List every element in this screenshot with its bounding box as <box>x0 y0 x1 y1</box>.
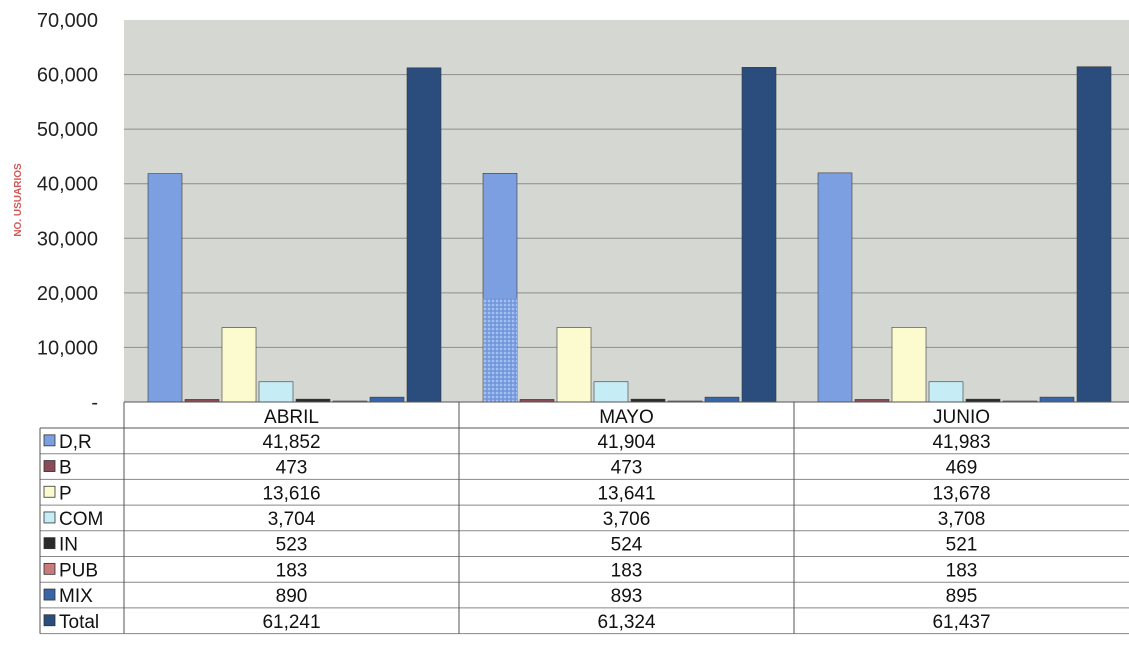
bar-com-junio <box>928 381 964 403</box>
legend-swatch <box>43 460 56 472</box>
data-label: 3,708 <box>938 509 986 530</box>
bar-com-abril <box>258 381 294 403</box>
bar-com-mayo <box>593 381 629 403</box>
data-label: 3,706 <box>603 509 651 530</box>
bar-mix-mayo <box>704 396 740 403</box>
bar-dr-junio <box>817 172 853 403</box>
data-label: 61,241 <box>262 612 320 633</box>
data-label: 893 <box>611 586 643 607</box>
bar-total-mayo <box>741 67 777 403</box>
category-label-abril: ABRIL <box>264 407 319 428</box>
data-label: 183 <box>611 560 643 581</box>
category-label-junio: JUNIO <box>933 407 990 428</box>
data-label: 473 <box>611 458 643 479</box>
legend-swatch <box>43 511 56 524</box>
data-label: 61,437 <box>932 612 990 633</box>
data-label: 890 <box>276 586 308 607</box>
plot-area <box>124 20 1129 402</box>
y-tick-label: 60,000 <box>37 65 98 87</box>
bar-p-abril <box>221 327 257 403</box>
legend-label: Total <box>59 612 99 633</box>
gridlines <box>124 74 1129 348</box>
data-label: 61,324 <box>597 612 656 633</box>
data-label: 41,904 <box>597 432 656 453</box>
y-tick-label: 70,000 <box>37 10 98 32</box>
data-label: 183 <box>276 560 308 581</box>
y-axis-ticks: - 10,000 20,000 30,000 40,000 50,000 60,000 70,… <box>37 10 98 414</box>
data-label: 523 <box>276 535 308 556</box>
y-tick-label: 50,000 <box>37 119 98 141</box>
y-tick-label: 30,000 <box>37 228 98 250</box>
data-label: 13,616 <box>262 483 320 504</box>
bar-total-junio <box>1076 66 1112 403</box>
bar-mix-junio <box>1039 396 1075 403</box>
y-tick-label: 20,000 <box>37 283 98 305</box>
bar-total-abril <box>406 67 442 403</box>
bar-p-junio <box>891 327 927 403</box>
data-label: 524 <box>611 535 643 556</box>
bar-dr-abril <box>147 173 183 403</box>
data-label: 13,641 <box>597 483 655 504</box>
y-tick-label: 10,000 <box>37 337 98 359</box>
data-label: 183 <box>946 560 978 581</box>
legend-swatch <box>43 562 56 575</box>
data-label: 13,678 <box>932 483 990 504</box>
data-label: 41,983 <box>932 432 990 453</box>
bar-texture <box>483 298 517 402</box>
legend-label: PUB <box>59 560 98 581</box>
data-label: 473 <box>276 458 308 479</box>
legend-swatch <box>43 614 56 627</box>
bar-mix-abril <box>369 396 405 403</box>
legend-label: P <box>59 483 72 504</box>
data-label: 521 <box>946 535 978 556</box>
category-label-mayo: MAYO <box>599 407 654 428</box>
legend-label: COM <box>59 509 103 530</box>
data-label: 3,704 <box>268 509 316 530</box>
data-table: ABRIL MAYO JUNIO D,R 41,852 41,904 41,983 B 473 4… <box>39 401 1129 635</box>
data-label: 41,852 <box>262 432 320 453</box>
y-axis-label: NO. USUARIOS <box>13 163 24 237</box>
legend-swatch <box>43 537 56 550</box>
data-label: 469 <box>946 458 978 479</box>
legend-swatch <box>43 588 56 601</box>
legend-swatch <box>43 434 56 447</box>
legend-label: MIX <box>59 586 93 607</box>
y-tick-label: 40,000 <box>37 174 98 196</box>
bars <box>147 66 1112 403</box>
legend-swatch <box>43 485 56 498</box>
legend-label: IN <box>59 535 78 556</box>
data-label: 895 <box>946 586 978 607</box>
y-tick-label: - <box>91 392 98 414</box>
legend-label: D,R <box>59 432 92 453</box>
legend-label: B <box>59 458 72 479</box>
bar-p-mayo <box>556 327 592 403</box>
